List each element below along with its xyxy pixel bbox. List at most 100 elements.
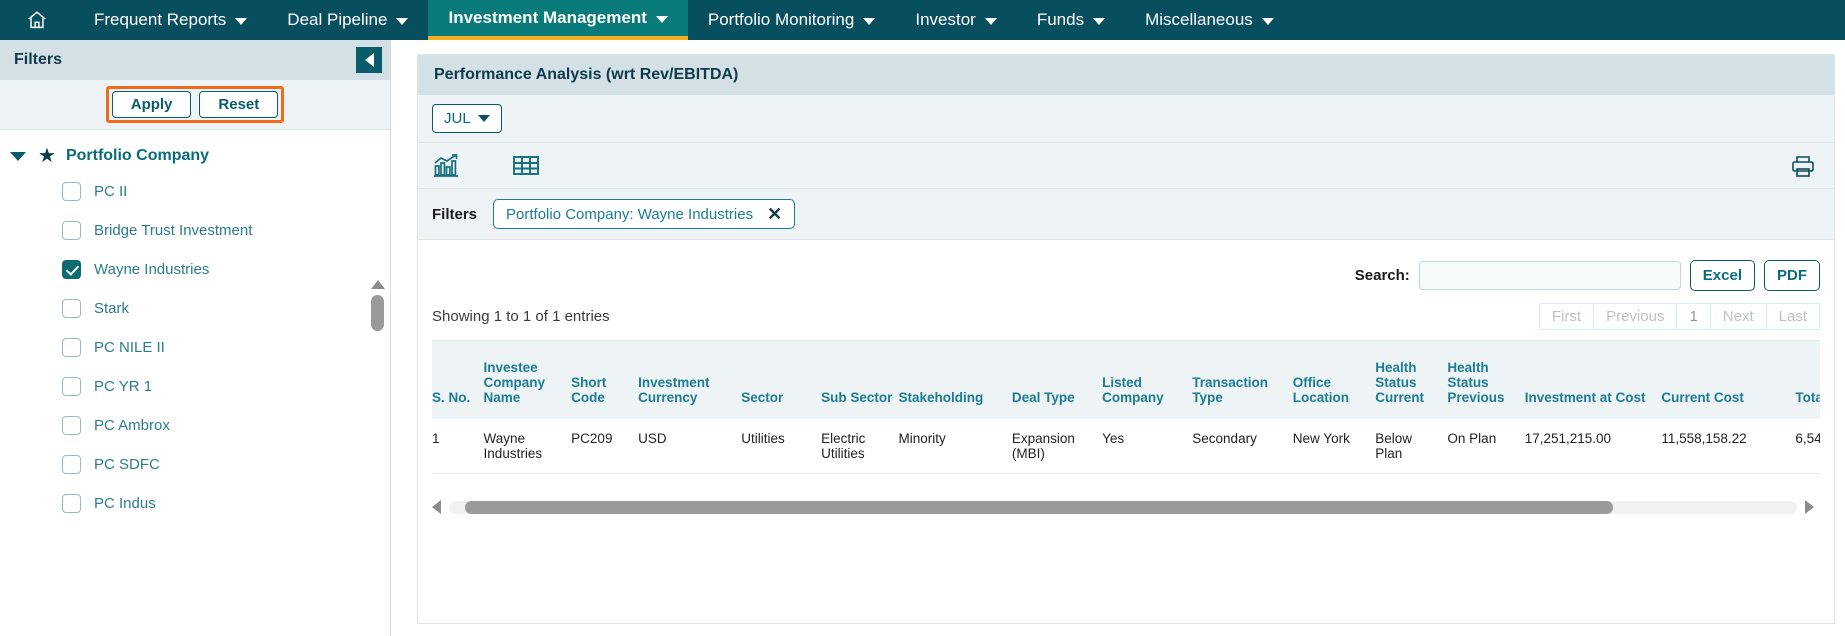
cell-office-location: New York (1292, 419, 1376, 474)
nav-item-portfolio-monitoring[interactable]: Portfolio Monitoring (688, 0, 895, 40)
nav-item-miscellaneous[interactable]: Miscellaneous (1125, 0, 1294, 40)
scrollbar-thumb[interactable] (371, 295, 384, 331)
filters-sidebar: Filters Apply Reset ★ Portfolio Company … (0, 40, 391, 636)
chevron-down-icon (1261, 17, 1274, 25)
chevron-down-icon (655, 15, 668, 23)
filter-option-pc-sdfc[interactable]: PC SDFC (0, 445, 390, 484)
period-dropdown[interactable]: JUL (432, 104, 502, 133)
col-investment-currency[interactable]: Investment Currency (638, 341, 742, 419)
checkbox-checked[interactable] (62, 260, 81, 279)
table-grid-icon[interactable] (512, 154, 540, 178)
checkbox[interactable] (62, 299, 81, 318)
chevron-down-icon (235, 17, 248, 25)
page-title: Performance Analysis (wrt Rev/EBITDA) (418, 55, 1834, 95)
scroll-right-arrow-icon[interactable] (1805, 500, 1814, 514)
filter-option-label: Stark (94, 300, 130, 317)
filter-option-pc-indus[interactable]: PC Indus (0, 484, 390, 523)
col-investment-at-cost[interactable]: Investment at Cost (1524, 341, 1662, 419)
checkbox[interactable] (62, 338, 81, 357)
filter-option-label: PC YR 1 (94, 378, 153, 395)
excel-export-button[interactable]: Excel (1689, 260, 1755, 291)
checkbox[interactable] (62, 377, 81, 396)
table-row[interactable]: 1 Wayne Industries PC209 USD Utilities E… (432, 419, 1820, 474)
top-navigation-bar: Frequent Reports Deal Pipeline Investmen… (0, 0, 1845, 40)
home-icon[interactable] (0, 0, 74, 40)
scrollbar-thumb[interactable] (465, 500, 1613, 514)
col-total-realizations[interactable]: Total Realizations (1795, 341, 1820, 419)
col-deal-type[interactable]: Deal Type (1011, 341, 1103, 419)
scrollbar-track[interactable] (449, 500, 1797, 514)
chevron-left-icon (364, 53, 374, 67)
close-icon[interactable]: ✕ (767, 204, 783, 224)
filter-option-pc-ii[interactable]: PC II (0, 172, 390, 211)
nav-label: Frequent Reports (94, 10, 227, 29)
filter-option-pc-ambrox[interactable]: PC Ambrox (0, 406, 390, 445)
performance-analysis-panel: Performance Analysis (wrt Rev/EBITDA) JU… (417, 54, 1835, 624)
search-label: Search: (1354, 267, 1410, 284)
checkbox[interactable] (62, 455, 81, 474)
col-s-no[interactable]: S. No. (432, 341, 484, 419)
cell-investee-company-name: Wayne Industries (483, 419, 572, 474)
col-health-status-current[interactable]: Health Status Current (1375, 341, 1448, 419)
filter-chip-portfolio-company[interactable]: Portfolio Company: Wayne Industries ✕ (493, 199, 796, 229)
chevron-down-icon (984, 17, 997, 25)
col-investee-company-name[interactable]: Investee Company Name (483, 341, 572, 419)
filter-option-stark[interactable]: Stark (0, 289, 390, 328)
col-health-status-previous[interactable]: Health Status Previous (1447, 341, 1525, 419)
col-short-code[interactable]: Short Code (571, 341, 639, 419)
nav-item-investor[interactable]: Investor (895, 0, 1016, 40)
performance-table: S. No. Investee Company Name Short Code … (432, 341, 1820, 474)
horizontal-scrollbar[interactable] (432, 500, 1820, 514)
filter-option-pc-yr-1[interactable]: PC YR 1 (0, 367, 390, 406)
pagination-previous[interactable]: Previous (1593, 303, 1677, 330)
cell-investment-at-cost: 17,251,215.00 (1524, 419, 1662, 474)
scroll-left-arrow-icon[interactable] (432, 500, 441, 514)
nav-label: Miscellaneous (1145, 10, 1253, 29)
nav-item-investment-management[interactable]: Investment Management (428, 0, 688, 40)
pagination-first[interactable]: First (1538, 303, 1594, 330)
collapse-sidebar-button[interactable] (356, 47, 382, 73)
checkbox[interactable] (62, 182, 81, 201)
col-transaction-type[interactable]: Transaction Type (1192, 341, 1293, 419)
checkbox[interactable] (62, 416, 81, 435)
col-sub-sector[interactable]: Sub Sector (821, 341, 899, 419)
nav-item-funds[interactable]: Funds (1017, 0, 1125, 40)
filter-option-label: Wayne Industries (94, 261, 210, 278)
filter-option-pc-nile-ii[interactable]: PC NILE II (0, 328, 390, 367)
filter-option-bridge-trust-investment[interactable]: Bridge Trust Investment (0, 211, 390, 250)
cell-total-realizations: 6,540,826.53 (1795, 419, 1820, 474)
period-selector-bar: JUL (418, 95, 1834, 143)
nav-item-frequent-reports[interactable]: Frequent Reports (74, 0, 267, 40)
highlight-box: Apply Reset (105, 86, 285, 123)
cell-s-no: 1 (432, 419, 484, 474)
col-stakeholding[interactable]: Stakeholding (898, 341, 1012, 419)
filter-group-portfolio-company[interactable]: ★ Portfolio Company (0, 140, 390, 172)
pagination-last[interactable]: Last (1765, 303, 1820, 330)
sidebar-scrollbar[interactable] (371, 280, 385, 370)
nav-label: Funds (1036, 10, 1085, 29)
filter-option-wayne-industries[interactable]: Wayne Industries (0, 250, 390, 289)
pdf-export-button[interactable]: PDF (1764, 260, 1820, 291)
col-listed-company[interactable]: Listed Company (1102, 341, 1193, 419)
apply-button[interactable]: Apply (111, 91, 192, 118)
filter-option-label: Bridge Trust Investment (94, 222, 253, 239)
reset-button[interactable]: Reset (199, 91, 279, 118)
cell-sector: Utilities (741, 419, 822, 474)
pagination: First Previous 1 Next Last (1538, 303, 1820, 330)
scroll-up-arrow-icon[interactable] (371, 280, 385, 289)
col-sector[interactable]: Sector (741, 341, 822, 419)
pagination-page-1[interactable]: 1 (1676, 303, 1710, 330)
nav-item-deal-pipeline[interactable]: Deal Pipeline (267, 0, 428, 40)
table-controls: Search: Excel PDF (432, 260, 1820, 291)
nav-label: Deal Pipeline (287, 10, 388, 29)
pagination-next[interactable]: Next (1709, 303, 1766, 330)
checkbox[interactable] (62, 221, 81, 240)
checkbox[interactable] (62, 494, 81, 513)
printer-icon[interactable] (1790, 154, 1816, 178)
view-toolbar (418, 143, 1834, 189)
bar-chart-icon[interactable] (432, 153, 460, 179)
search-input[interactable] (1418, 261, 1681, 290)
col-current-cost[interactable]: Current Cost (1661, 341, 1796, 419)
cell-current-cost: 11,558,158.22 (1661, 419, 1796, 474)
col-office-location[interactable]: Office Location (1292, 341, 1376, 419)
